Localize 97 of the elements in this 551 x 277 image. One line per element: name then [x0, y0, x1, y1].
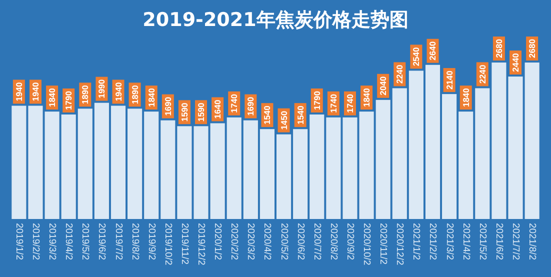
data-label: 2440: [510, 52, 521, 72]
bar: [458, 112, 474, 219]
bar: [128, 108, 142, 219]
x-tick-label: 2020/5/2: [278, 223, 290, 260]
data-label: 1940: [30, 82, 40, 102]
x-tick-label: 2020/11/2: [378, 223, 389, 265]
data-label: 2640: [428, 41, 438, 60]
data-label: 1740: [328, 94, 338, 113]
data-label: 1940: [14, 82, 24, 102]
x-tick-label: 2019/7/2: [112, 223, 124, 260]
data-label: 1990: [96, 79, 107, 98]
bar: [110, 106, 126, 219]
data-label: 1840: [47, 88, 58, 108]
bar: [392, 88, 407, 219]
bar: [293, 129, 308, 219]
data-label: 2040: [378, 76, 388, 96]
data-label: 1890: [80, 84, 90, 104]
bar: [144, 112, 159, 219]
chart-title: 2019-2021年焦炭价格走势图: [142, 9, 408, 31]
bar: [524, 62, 540, 219]
bar: [160, 120, 176, 219]
bar: [177, 126, 192, 219]
data-label: 1590: [179, 102, 190, 122]
data-label: 1940: [113, 82, 124, 102]
x-tick-label: 2020/3/2: [245, 223, 256, 260]
bar: [226, 117, 242, 219]
bar: [492, 62, 506, 219]
data-label: 1690: [162, 96, 173, 116]
x-tick-label: 2020/2/2: [228, 223, 240, 260]
x-tick-label: 2021/6/2: [493, 223, 504, 260]
data-label: 2140: [444, 70, 454, 90]
data-label: 1840: [460, 88, 471, 108]
bar: [260, 129, 275, 219]
bar: [44, 112, 60, 219]
bar: [194, 126, 208, 219]
data-label: 1790: [64, 90, 74, 110]
data-label: 1640: [212, 100, 223, 119]
x-tick-label: 2020/9/2: [344, 223, 356, 260]
x-tick-label: 2020/1/2: [212, 223, 224, 260]
x-tick-label: 2021/4/2: [460, 223, 472, 260]
bar: [78, 108, 92, 219]
bar: [326, 117, 341, 219]
bar: [94, 102, 109, 219]
data-label: 1540: [295, 105, 306, 125]
data-label: 1890: [130, 84, 140, 104]
bar: [243, 120, 258, 219]
bar: [310, 114, 324, 219]
x-tick-label: 2019/2/2: [30, 223, 41, 260]
data-label: 2540: [411, 46, 422, 66]
data-label: 1740: [344, 94, 355, 113]
x-tick-label: 2019/9/2: [146, 223, 157, 260]
x-tick-label: 2021/3/2: [444, 223, 455, 260]
data-label: 2240: [477, 64, 488, 84]
bar: [376, 100, 390, 219]
x-tick-label: 2019/10/2: [162, 223, 174, 266]
bar: [28, 106, 43, 219]
data-label: 1540: [262, 105, 272, 125]
bar: [12, 106, 26, 219]
x-tick-label: 2019/1/2: [13, 223, 24, 260]
x-tick-label: 2019/4/2: [63, 223, 74, 260]
bar: [342, 117, 358, 219]
bar: [276, 134, 292, 219]
data-label: 1840: [362, 88, 372, 108]
x-tick-label: 2019/5/2: [80, 223, 91, 260]
data-label: 2240: [394, 64, 405, 84]
x-tick-label: 2021/8/2: [526, 223, 538, 260]
x-tick-label: 2020/8/2: [328, 223, 339, 260]
x-tick-label: 2019/11/2: [178, 223, 190, 265]
data-label: 1840: [146, 88, 156, 108]
bar: [425, 64, 440, 219]
bar: [408, 70, 424, 219]
bar: [359, 112, 374, 219]
bar: [475, 88, 490, 219]
data-label: 1450: [278, 110, 289, 130]
bar: [61, 114, 76, 219]
data-label: 1690: [246, 96, 256, 116]
x-tick-label: 2019/12/2: [196, 223, 207, 266]
bar: [210, 123, 225, 219]
x-tick-label: 2020/4/2: [262, 223, 273, 260]
data-label: 1790: [312, 90, 322, 110]
data-label: 1590: [196, 102, 206, 122]
x-tick-label: 2020/6/2: [294, 223, 306, 260]
x-tick-label: 2021/5/2: [476, 223, 488, 260]
x-tick-label: 2020/7/2: [311, 223, 322, 260]
x-tick-label: 2021/2/2: [427, 223, 438, 260]
x-tick-label: 2021/1/2: [410, 223, 422, 260]
x-tick-label: 2021/7/2: [510, 223, 522, 260]
data-label: 2680: [494, 38, 504, 58]
x-tick-label: 2019/3/2: [46, 223, 58, 260]
data-label: 2680: [527, 38, 538, 58]
data-label: 1740: [229, 94, 240, 113]
x-tick-label: 2020/10/2: [361, 223, 372, 266]
x-tick-label: 2020/12/2: [394, 223, 406, 266]
x-tick-label: 2019/8/2: [129, 223, 140, 260]
x-tick-label: 2019/6/2: [96, 223, 108, 260]
bar: [442, 94, 457, 219]
bar: [508, 76, 523, 219]
